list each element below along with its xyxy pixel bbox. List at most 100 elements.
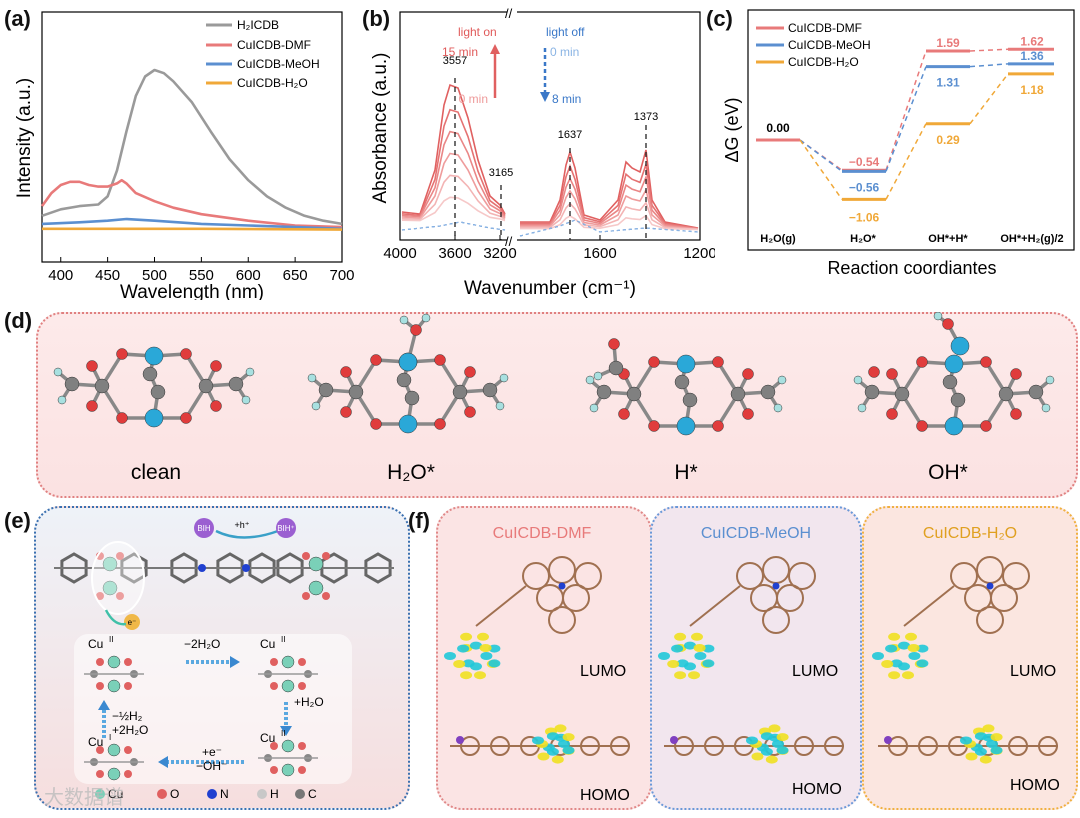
cycle-atom-2-2: [270, 766, 278, 774]
bih-arrow: [215, 529, 279, 539]
h-ads-atom-c-15: [760, 384, 776, 400]
arrow-up-head: [490, 44, 500, 54]
chain-o-0-2: [96, 592, 104, 600]
h-ads-atom-cu-1: [676, 416, 696, 436]
homo-meoh-cu: [670, 736, 678, 744]
cu-bl-ox: I: [109, 733, 111, 742]
cycle-atom-3-2: [96, 770, 104, 778]
spectrum-chart-a: 400 450 500 550 600 650 700 Wavelength (nm) In…: [14, 11, 355, 300]
homo-dmf-lobe-0: [558, 740, 570, 748]
oh-ads-atom-c-14: [864, 384, 880, 400]
panel-label-f: (f): [408, 508, 430, 533]
clean-atom-o-9: [210, 360, 222, 372]
orbital-title-meoh: CuICDB-MeOH: [701, 525, 811, 542]
lumo-h2o-lobe-0: [908, 652, 921, 660]
state-label-h2o-ads: H₂O*: [850, 233, 876, 245]
step-minus-oh: −OH⁻: [196, 759, 227, 773]
lumo-meoh-ring-5: [762, 606, 790, 634]
h2o-ads-atom-c-7: [452, 384, 468, 400]
legend-c-dmf: CuICDB-DMF: [788, 21, 862, 35]
plot-frame-c: [747, 9, 1075, 251]
clean-atom-h-16: [53, 367, 63, 377]
ir-curve-right-0: [520, 149, 699, 229]
value-2-1: −1.06: [849, 210, 880, 224]
xtick-label-a-1: 450: [95, 267, 120, 284]
h2o-ads-water-atom-h-3: [421, 313, 431, 323]
clean-atom-c-14: [64, 376, 80, 392]
h2o-ads-atom-o-9: [464, 366, 476, 378]
connector-1-1: [885, 66, 927, 172]
lumo-h2o-lobe-14: [916, 644, 929, 653]
plot-frame-b: [399, 11, 701, 241]
time-15min: 15 min: [442, 45, 478, 59]
orbital-title-dmf: CuICDB-DMF: [493, 525, 592, 542]
lumo-dmf-lobe-2: [488, 659, 501, 668]
lumo-meoh-n-0: [772, 582, 780, 590]
plot-frame-a: [41, 11, 343, 263]
panel-label-b: (b): [362, 6, 391, 31]
clean-atom-o-3: [180, 348, 192, 360]
clean-atom-c-12: [142, 366, 158, 382]
cycle-cu-2-1: [281, 763, 295, 777]
cycle-cu-1-1: [281, 679, 295, 693]
h2o-ads-water-atom-cu-0: [398, 352, 418, 372]
h-ads-atom-o-11: [742, 408, 754, 420]
chain-ring-7: [364, 552, 392, 584]
cycle-arrowhead-left: [158, 756, 168, 768]
clean-atom-c-13: [150, 384, 166, 400]
cu-br: Cu: [260, 731, 275, 745]
xtick-label-b-3: 1600: [583, 245, 616, 262]
step-minus-2h2o: −2H₂O: [184, 637, 220, 651]
cu-tr: Cu: [260, 637, 275, 651]
lumo-h2o-ring-4: [990, 584, 1018, 612]
homo-dmf-ring-1: [490, 736, 510, 756]
cu-tl-ox: II: [109, 635, 113, 644]
homo-dmf-lobe-2: [562, 746, 575, 755]
clean-atom-c-15: [228, 376, 244, 392]
lumo-link-h2o: [903, 585, 955, 627]
h2o-ads-atom-o-8: [340, 366, 352, 378]
legend-label-meoh: CuICDB-MeOH: [237, 57, 320, 71]
oh-ads-atom-c-6: [894, 386, 910, 402]
h2o-ads-atom-h-16: [307, 373, 317, 383]
clean-atom-cu-1: [144, 408, 164, 428]
legend-label-h2icdb: H₂ICDB: [237, 18, 279, 32]
h-ads-frag-atom-c-0: [608, 360, 624, 376]
bih-label: BIH: [197, 524, 211, 533]
bihplus-label: BIH⁺: [277, 524, 295, 533]
chain-cu-b-1: [308, 580, 324, 596]
lumo-meoh-lobe-6: [676, 659, 689, 668]
axis-break-bottom: [507, 234, 517, 246]
h-ads-atom-o-9: [742, 368, 754, 380]
ylabel-b: Absorbance (a.u.): [370, 52, 391, 203]
lumo-label-dmf: LUMO: [580, 663, 626, 680]
lumo-meoh-ring-0: [736, 562, 764, 590]
ir-curve-left-4: [401, 174, 506, 221]
lumo-h2o-lobe-15: [907, 644, 920, 652]
lumo-h2o-lobe-7: [881, 660, 894, 668]
lumo-dmf-lobe-10: [457, 644, 470, 653]
light-off-label: light off: [546, 25, 585, 39]
connector-1-2: [969, 63, 1009, 68]
legend-h: H: [270, 787, 279, 801]
oh-ads-atom-o-9: [1010, 368, 1022, 380]
xtick-label-a-3: 550: [189, 267, 214, 284]
h-ads-frag-atom-h-2: [593, 371, 603, 381]
cycle-atom-0-2: [96, 682, 104, 690]
value-start: 0.00: [766, 121, 790, 135]
cu-bl: Cu: [88, 735, 103, 749]
homo-h2o-ring-5: [1038, 736, 1058, 756]
homo-dmf-ring-0: [460, 736, 480, 756]
axis-break-top: [507, 6, 517, 18]
clean-atom-o-10: [86, 400, 98, 412]
cycle-atom-2-0: [270, 742, 278, 750]
oh-ads-atom-cu-0: [944, 354, 964, 374]
clean-atom-c-6: [94, 378, 110, 394]
chain-o-1-3: [322, 592, 330, 600]
h-ads-atom-o-5: [712, 420, 724, 432]
oh-ads-atom-c-12: [942, 374, 958, 390]
h-ads-atom-o-3: [712, 356, 724, 368]
connector-0-2: [969, 48, 1009, 52]
legend-c: C: [308, 787, 317, 801]
lumo-dmf-lobe-5: [460, 671, 473, 680]
